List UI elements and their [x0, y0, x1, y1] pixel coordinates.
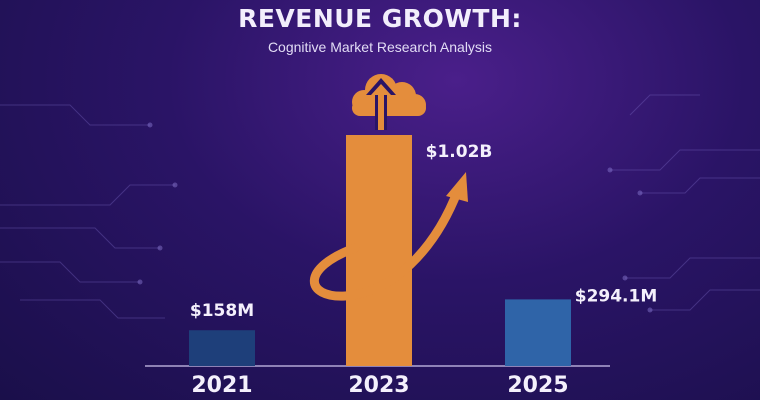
x-tick-label-2025: 2025: [507, 373, 568, 398]
x-tick-label-2021: 2021: [191, 373, 252, 398]
bar-2025: [505, 299, 571, 366]
chart-subtitle: Cognitive Market Research Analysis: [267, 39, 493, 55]
data-label-2021: $158M: [190, 301, 254, 321]
bar-2021: [189, 330, 255, 366]
x-tick-label-2023: 2023: [348, 373, 409, 398]
cloud-upload-icon: [352, 74, 426, 130]
data-label-2025: $294.1M: [575, 286, 658, 306]
data-label-2023: $1.02B: [426, 142, 493, 162]
growth-arrow-icon: [309, 172, 468, 301]
chart-title: REVENUE GROWTH:: [238, 4, 522, 33]
